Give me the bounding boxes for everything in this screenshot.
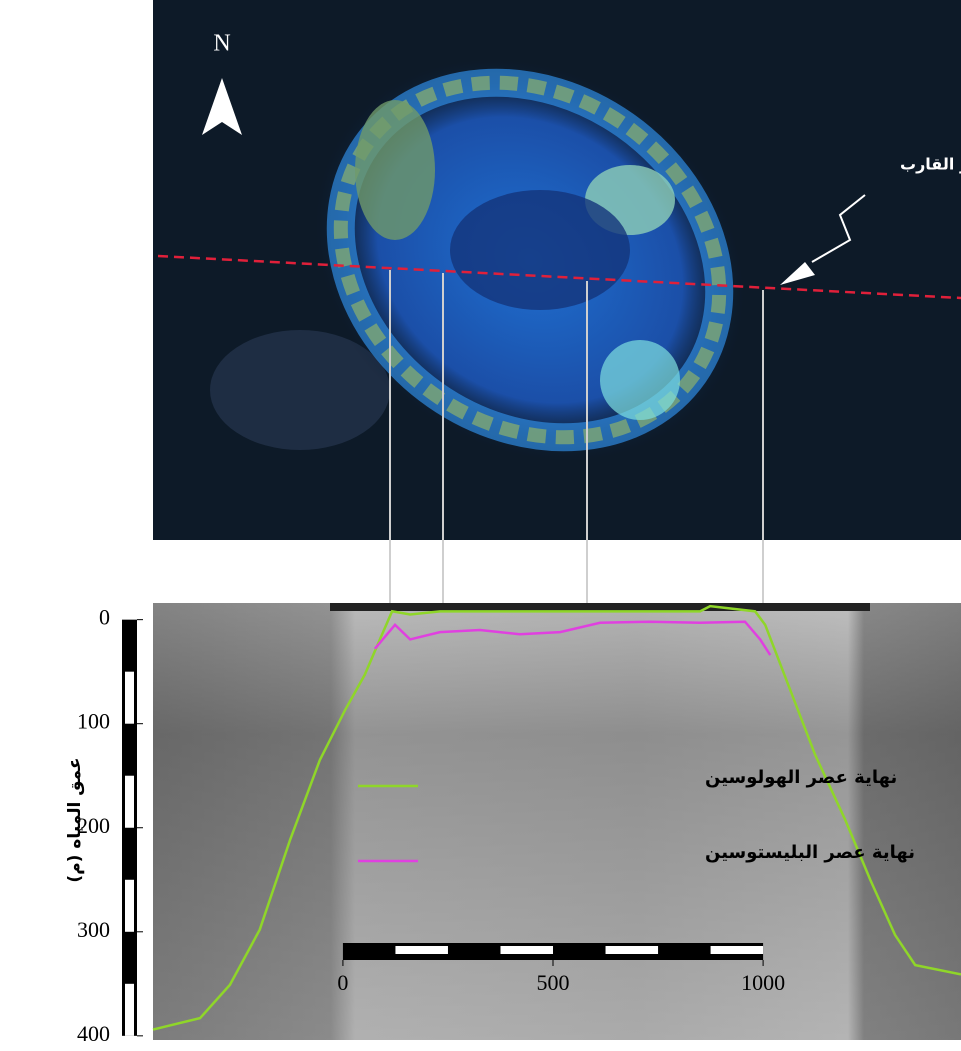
figure: N مسار القارب عمق المياه (م) 01002003004… xyxy=(0,0,961,1046)
x-tick-label: 0 xyxy=(337,970,348,995)
legend-label: نهاية عصر البليستوسين xyxy=(705,842,915,863)
depth-bar-segment xyxy=(125,672,134,724)
y-tick-label: 200 xyxy=(77,813,110,838)
legend-label: نهاية عصر الهولوسين xyxy=(705,767,897,788)
depth-bar-segment xyxy=(125,880,134,932)
y-tick-label: 400 xyxy=(77,1021,110,1046)
y-tick-label: 0 xyxy=(99,605,110,630)
x-tick-label: 1000 xyxy=(741,970,785,995)
scale-bar-segment xyxy=(500,946,553,954)
boat-path-label: مسار القارب xyxy=(900,155,961,174)
north-label: N xyxy=(213,31,230,57)
scale-bar-segment xyxy=(395,946,448,954)
x-tick-label: 500 xyxy=(537,970,570,995)
scale-bar-segment xyxy=(606,946,659,954)
depth-bar-segment xyxy=(125,776,134,828)
depth-bar-segment xyxy=(125,984,134,1036)
satellite-image xyxy=(153,0,961,612)
y-tick-label: 300 xyxy=(77,917,110,942)
y-tick-label: 100 xyxy=(77,709,110,734)
scale-bar-segment xyxy=(711,946,764,954)
